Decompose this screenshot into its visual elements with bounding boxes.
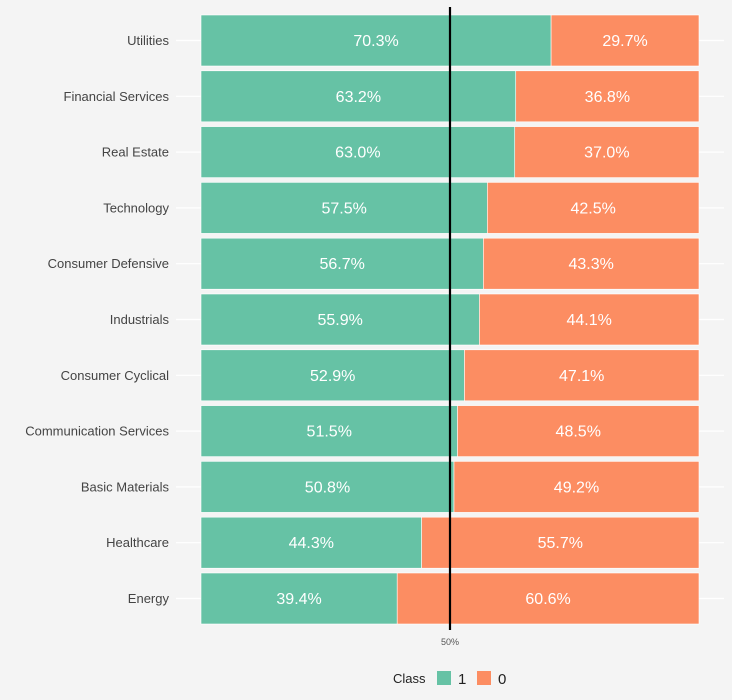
bar-label-communication-services-class-0: 48.5% — [556, 424, 601, 441]
bar-label-healthcare-class-0: 55.7% — [538, 535, 583, 552]
bar-basic-materials-class-0 — [453, 461, 700, 513]
bar-label-utilities-class-1: 70.3% — [353, 33, 398, 50]
category-label-industrials: Industrials — [110, 312, 170, 327]
bar-basic-materials-class-1 — [200, 461, 455, 513]
bar-label-financial-services-class-0: 36.8% — [585, 89, 630, 106]
bars-layer — [200, 14, 700, 625]
bar-healthcare-class-1 — [200, 516, 422, 569]
bar-communication-services-class-0 — [457, 405, 700, 457]
bar-label-technology-class-0: 42.5% — [570, 200, 615, 217]
x-tick-label-50: 50% — [441, 637, 459, 647]
legend-label-class-1: 1 — [458, 671, 466, 688]
bar-industrials-class-1 — [200, 293, 480, 346]
legend-swatch-class-1 — [437, 671, 451, 685]
bar-label-basic-materials-class-1: 50.8% — [305, 479, 350, 496]
labels-layer: Utilities 70.3% 29.7% Financial Services 63.… — [25, 33, 648, 608]
category-label-communication-services: Communication Services — [25, 424, 169, 439]
bar-label-consumer-cyclical-class-0: 47.1% — [559, 368, 604, 385]
bar-financial-services-class-0 — [515, 70, 700, 123]
bar-label-industrials-class-1: 55.9% — [318, 312, 363, 329]
bar-industrials-class-0 — [479, 293, 700, 346]
bar-label-financial-services-class-1: 63.2% — [336, 89, 381, 106]
bar-label-energy-class-1: 39.4% — [276, 591, 321, 608]
bar-communication-services-class-1 — [200, 405, 458, 457]
bar-label-consumer-defensive-class-0: 43.3% — [568, 256, 613, 273]
bar-consumer-cyclical-class-1 — [200, 349, 465, 402]
bar-label-industrials-class-0: 44.1% — [567, 312, 612, 329]
bar-consumer-cyclical-class-0 — [464, 349, 700, 402]
category-label-real-estate: Real Estate — [102, 145, 169, 160]
category-label-utilities: Utilities — [127, 33, 169, 48]
bar-label-healthcare-class-1: 44.3% — [289, 535, 334, 552]
bar-technology-class-0 — [487, 182, 700, 234]
bar-label-consumer-defensive-class-1: 56.7% — [319, 256, 364, 273]
bar-technology-class-1 — [200, 182, 488, 234]
legend-title: Class — [393, 671, 426, 686]
legend-label-class-0: 0 — [498, 671, 506, 688]
bar-energy-class-0 — [396, 572, 700, 625]
category-label-consumer-cyclical: Consumer Cyclical — [61, 368, 169, 383]
bar-utilities-class-0 — [550, 14, 700, 67]
legend: Class 1 0 — [393, 671, 506, 688]
bar-consumer-defensive-class-1 — [200, 237, 484, 290]
bar-healthcare-class-0 — [421, 516, 700, 569]
bar-label-utilities-class-0: 29.7% — [602, 33, 647, 50]
legend-swatch-class-0 — [477, 671, 491, 685]
bar-financial-services-class-1 — [200, 70, 517, 123]
category-label-financial-services: Financial Services — [64, 89, 170, 104]
bar-label-technology-class-1: 57.5% — [321, 200, 366, 217]
category-label-basic-materials: Basic Materials — [81, 479, 170, 494]
category-label-healthcare: Healthcare — [106, 535, 169, 550]
category-label-energy: Energy — [128, 591, 170, 606]
category-label-technology: Technology — [103, 200, 169, 215]
bar-consumer-defensive-class-0 — [483, 237, 700, 290]
bar-label-real-estate-class-0: 37.0% — [584, 145, 629, 162]
bar-label-communication-services-class-1: 51.5% — [307, 424, 352, 441]
bar-label-real-estate-class-1: 63.0% — [335, 145, 380, 162]
bar-utilities-class-1 — [200, 14, 552, 67]
bar-label-energy-class-0: 60.6% — [525, 591, 570, 608]
bar-energy-class-1 — [200, 572, 398, 625]
reference-layer: 50% — [441, 7, 459, 647]
bar-label-consumer-cyclical-class-1: 52.9% — [310, 368, 355, 385]
bar-real-estate-class-0 — [514, 126, 700, 178]
bar-real-estate-class-1 — [200, 126, 516, 178]
bar-label-basic-materials-class-0: 49.2% — [554, 479, 599, 496]
category-label-consumer-defensive: Consumer Defensive — [48, 256, 169, 271]
